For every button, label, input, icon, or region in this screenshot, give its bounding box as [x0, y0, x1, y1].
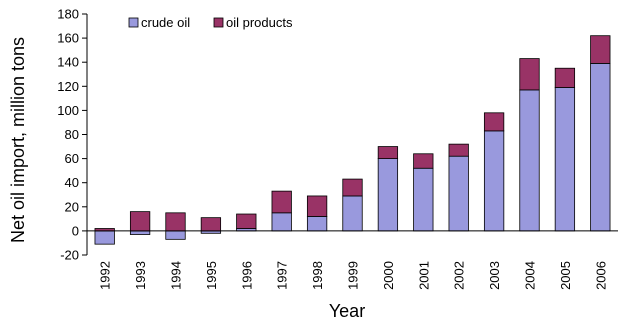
legend-swatch-oil-products	[213, 17, 224, 28]
x-tick-label: 1992	[98, 261, 113, 290]
y-tick-label: 20	[65, 199, 79, 214]
bar-crude-oil-1998	[306, 216, 328, 232]
y-axis-title: Net oil import, million tons	[8, 37, 28, 243]
bar-oil-products-1995	[200, 217, 222, 232]
bar-oil-products-2004	[519, 58, 540, 91]
bar-crude-oil-2003	[483, 130, 505, 232]
x-tick-label: 2003	[487, 261, 502, 290]
x-tick-label: 1996	[239, 261, 254, 290]
bars	[94, 35, 611, 245]
bar-crude-oil-2006	[590, 63, 611, 232]
x-tick-label: 2004	[523, 261, 538, 290]
y-tick-label: 60	[65, 151, 79, 166]
x-tick-label: 1994	[169, 261, 184, 290]
x-tick-label: 2000	[381, 261, 396, 290]
y-tick-label: 120	[57, 79, 79, 94]
x-tick-label: 2006	[593, 261, 608, 290]
legend: crude oil oil products	[128, 15, 293, 30]
x-tick-label: 1999	[346, 261, 361, 290]
bar-crude-oil-2005	[554, 87, 576, 232]
bar-crude-oil-1997	[271, 212, 292, 232]
bar-crude-oil-2004	[519, 89, 540, 232]
y-tick-label: 80	[65, 127, 79, 142]
bar-oil-products-1999	[342, 178, 363, 197]
bar-oil-products-1998	[306, 195, 328, 217]
x-tick-label: 1998	[310, 261, 325, 290]
x-axis-ticks: 1992 1993 1994 1995 1996 1997 1998 1999 2000 2001…	[98, 261, 609, 290]
bar-crude-oil-1992	[94, 230, 115, 245]
bar-oil-products-1994	[165, 212, 186, 232]
bar-crude-oil-1999	[342, 195, 363, 232]
bar-oil-products-2006	[590, 35, 611, 64]
bar-oil-products-1993	[129, 211, 151, 232]
x-axis-title: Year	[329, 301, 365, 321]
legend-swatch-crude-oil	[128, 17, 139, 28]
x-tick-label: 2001	[416, 261, 431, 290]
bar-oil-products-1997	[271, 190, 292, 214]
bar-oil-products-2005	[554, 67, 576, 88]
bar-crude-oil-2002	[448, 155, 469, 232]
bar-crude-oil-2001	[413, 167, 434, 232]
x-tick-label: 2005	[558, 261, 573, 290]
bar-oil-products-2000	[377, 146, 399, 160]
y-tick-label: 100	[57, 103, 79, 118]
y-tick-label: -20	[60, 248, 79, 263]
y-axis-ticks: -20 0 20 40 60 80 100 120 140 160 180	[57, 7, 87, 263]
bar-oil-products-2001	[413, 153, 434, 169]
legend-item-oil-products: oil products	[213, 15, 293, 30]
y-tick-label: 160	[57, 31, 79, 46]
bar-oil-products-2002	[448, 143, 469, 157]
legend-label-crude-oil: crude oil	[141, 15, 190, 30]
y-tick-label: 140	[57, 55, 79, 70]
bar-crude-oil-1993	[129, 230, 151, 235]
bar-crude-oil-2000	[377, 158, 399, 232]
x-tick-label: 1995	[204, 261, 219, 290]
y-tick-label: 180	[57, 7, 79, 22]
legend-item-crude-oil: crude oil	[128, 15, 190, 30]
y-tick-label: 0	[72, 223, 79, 238]
bar-crude-oil-1994	[165, 230, 186, 240]
y-tick-label: 40	[65, 175, 79, 190]
bar-oil-products-2003	[483, 112, 505, 132]
bar-oil-products-1996	[236, 213, 257, 229]
x-tick-label: 2002	[452, 261, 467, 290]
legend-label-oil-products: oil products	[226, 15, 293, 30]
x-tick-label: 1997	[275, 261, 290, 290]
x-tick-label: 1993	[133, 261, 148, 290]
